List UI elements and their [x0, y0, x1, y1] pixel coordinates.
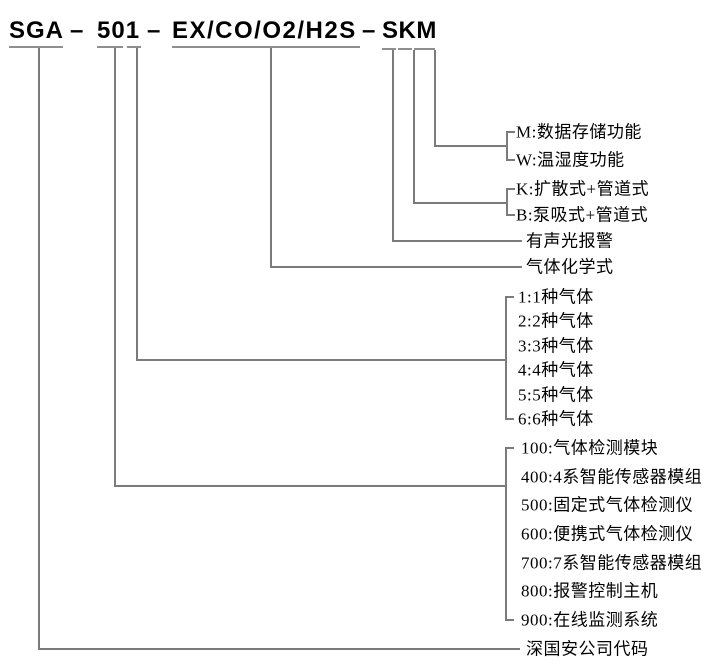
bracket-gas-count-vertical: [505, 296, 507, 419]
title-gas-formula: EX/CO/O2/H2S: [172, 17, 357, 44]
line-company-vertical: [38, 48, 40, 649]
line-code-m-vertical: [434, 50, 436, 146]
underline-gas-digit: [127, 46, 141, 48]
label-sampling-k: K:扩散式+管道式: [516, 179, 650, 199]
line-code-k-horizontal: [413, 202, 506, 204]
bracket-product-tick-top: [505, 447, 514, 449]
label-gas-count-3: 3:3种气体: [518, 336, 594, 356]
label-gas-count-5: 5:5种气体: [518, 385, 594, 405]
label-series-100: 100:气体检测模块: [521, 438, 659, 458]
label-gas-count-4: 4:4种气体: [518, 360, 594, 380]
label-gas-count-6: 6:6种气体: [518, 409, 594, 429]
title-company-code: SGA: [9, 17, 65, 44]
label-storage-w: W:温湿度功能: [516, 150, 625, 170]
line-series-vertical: [114, 48, 116, 486]
line-code-k-vertical: [413, 50, 415, 203]
underline-code-m: [414, 48, 435, 50]
underline-code-s: [382, 48, 396, 50]
bracket-gas-count-tick-bottom: [505, 418, 514, 420]
label-series-600: 600:便携式气体检测仪: [521, 524, 694, 544]
label-series-400: 400:4系智能传感器模组: [521, 467, 703, 487]
line-code-s-vertical: [392, 50, 394, 241]
label-gas-formula-note: 气体化学式: [526, 257, 614, 277]
label-alarm: 有声光报警: [526, 231, 614, 251]
title-model-number: 501: [97, 17, 141, 44]
underline-series-digits: [97, 46, 123, 48]
label-series-500: 500:固定式气体检测仪: [521, 495, 694, 515]
bracket-storage-tick-top: [506, 131, 515, 133]
bracket-product-tick-bottom: [505, 619, 514, 621]
title-function-codes: SKM: [382, 17, 437, 44]
bracket-storage-vertical: [506, 131, 508, 161]
label-sampling-b: B:泵吸式+管道式: [516, 205, 649, 225]
bracket-sampling-tick-bottom: [506, 214, 515, 216]
title-dash-3: –: [362, 17, 377, 44]
underline-company-code: [9, 46, 63, 48]
underline-gas-formula: [172, 46, 360, 48]
label-company-code-note: 深国安公司代码: [526, 639, 649, 659]
line-company-horizontal: [38, 648, 520, 650]
bracket-product-vertical: [505, 447, 507, 620]
label-series-900: 900:在线监测系统: [521, 610, 659, 630]
line-gas-formula-vertical: [270, 48, 272, 267]
title-dash-2: –: [147, 17, 162, 44]
bracket-sampling-vertical: [506, 188, 508, 216]
line-series-horizontal: [114, 485, 505, 487]
line-code-m-horizontal: [434, 145, 506, 147]
bracket-gas-count-tick-top: [505, 296, 514, 298]
label-series-800: 800:报警控制主机: [521, 581, 659, 601]
line-gas-count-vertical: [136, 48, 138, 360]
label-gas-count-2: 2:2种气体: [518, 311, 594, 331]
bracket-storage-tick-bottom: [506, 159, 515, 161]
line-gas-count-horizontal: [136, 359, 505, 361]
bracket-sampling-tick-top: [506, 188, 515, 190]
title-dash-1: –: [70, 17, 85, 44]
underline-code-k: [398, 48, 412, 50]
label-gas-count-1: 1:1种气体: [518, 287, 594, 307]
line-alarm-horizontal: [392, 240, 522, 242]
line-formula-horizontal: [270, 266, 522, 268]
label-series-700: 700:7系智能传感器模组: [521, 553, 703, 573]
label-storage-m: M:数据存储功能: [516, 122, 642, 142]
